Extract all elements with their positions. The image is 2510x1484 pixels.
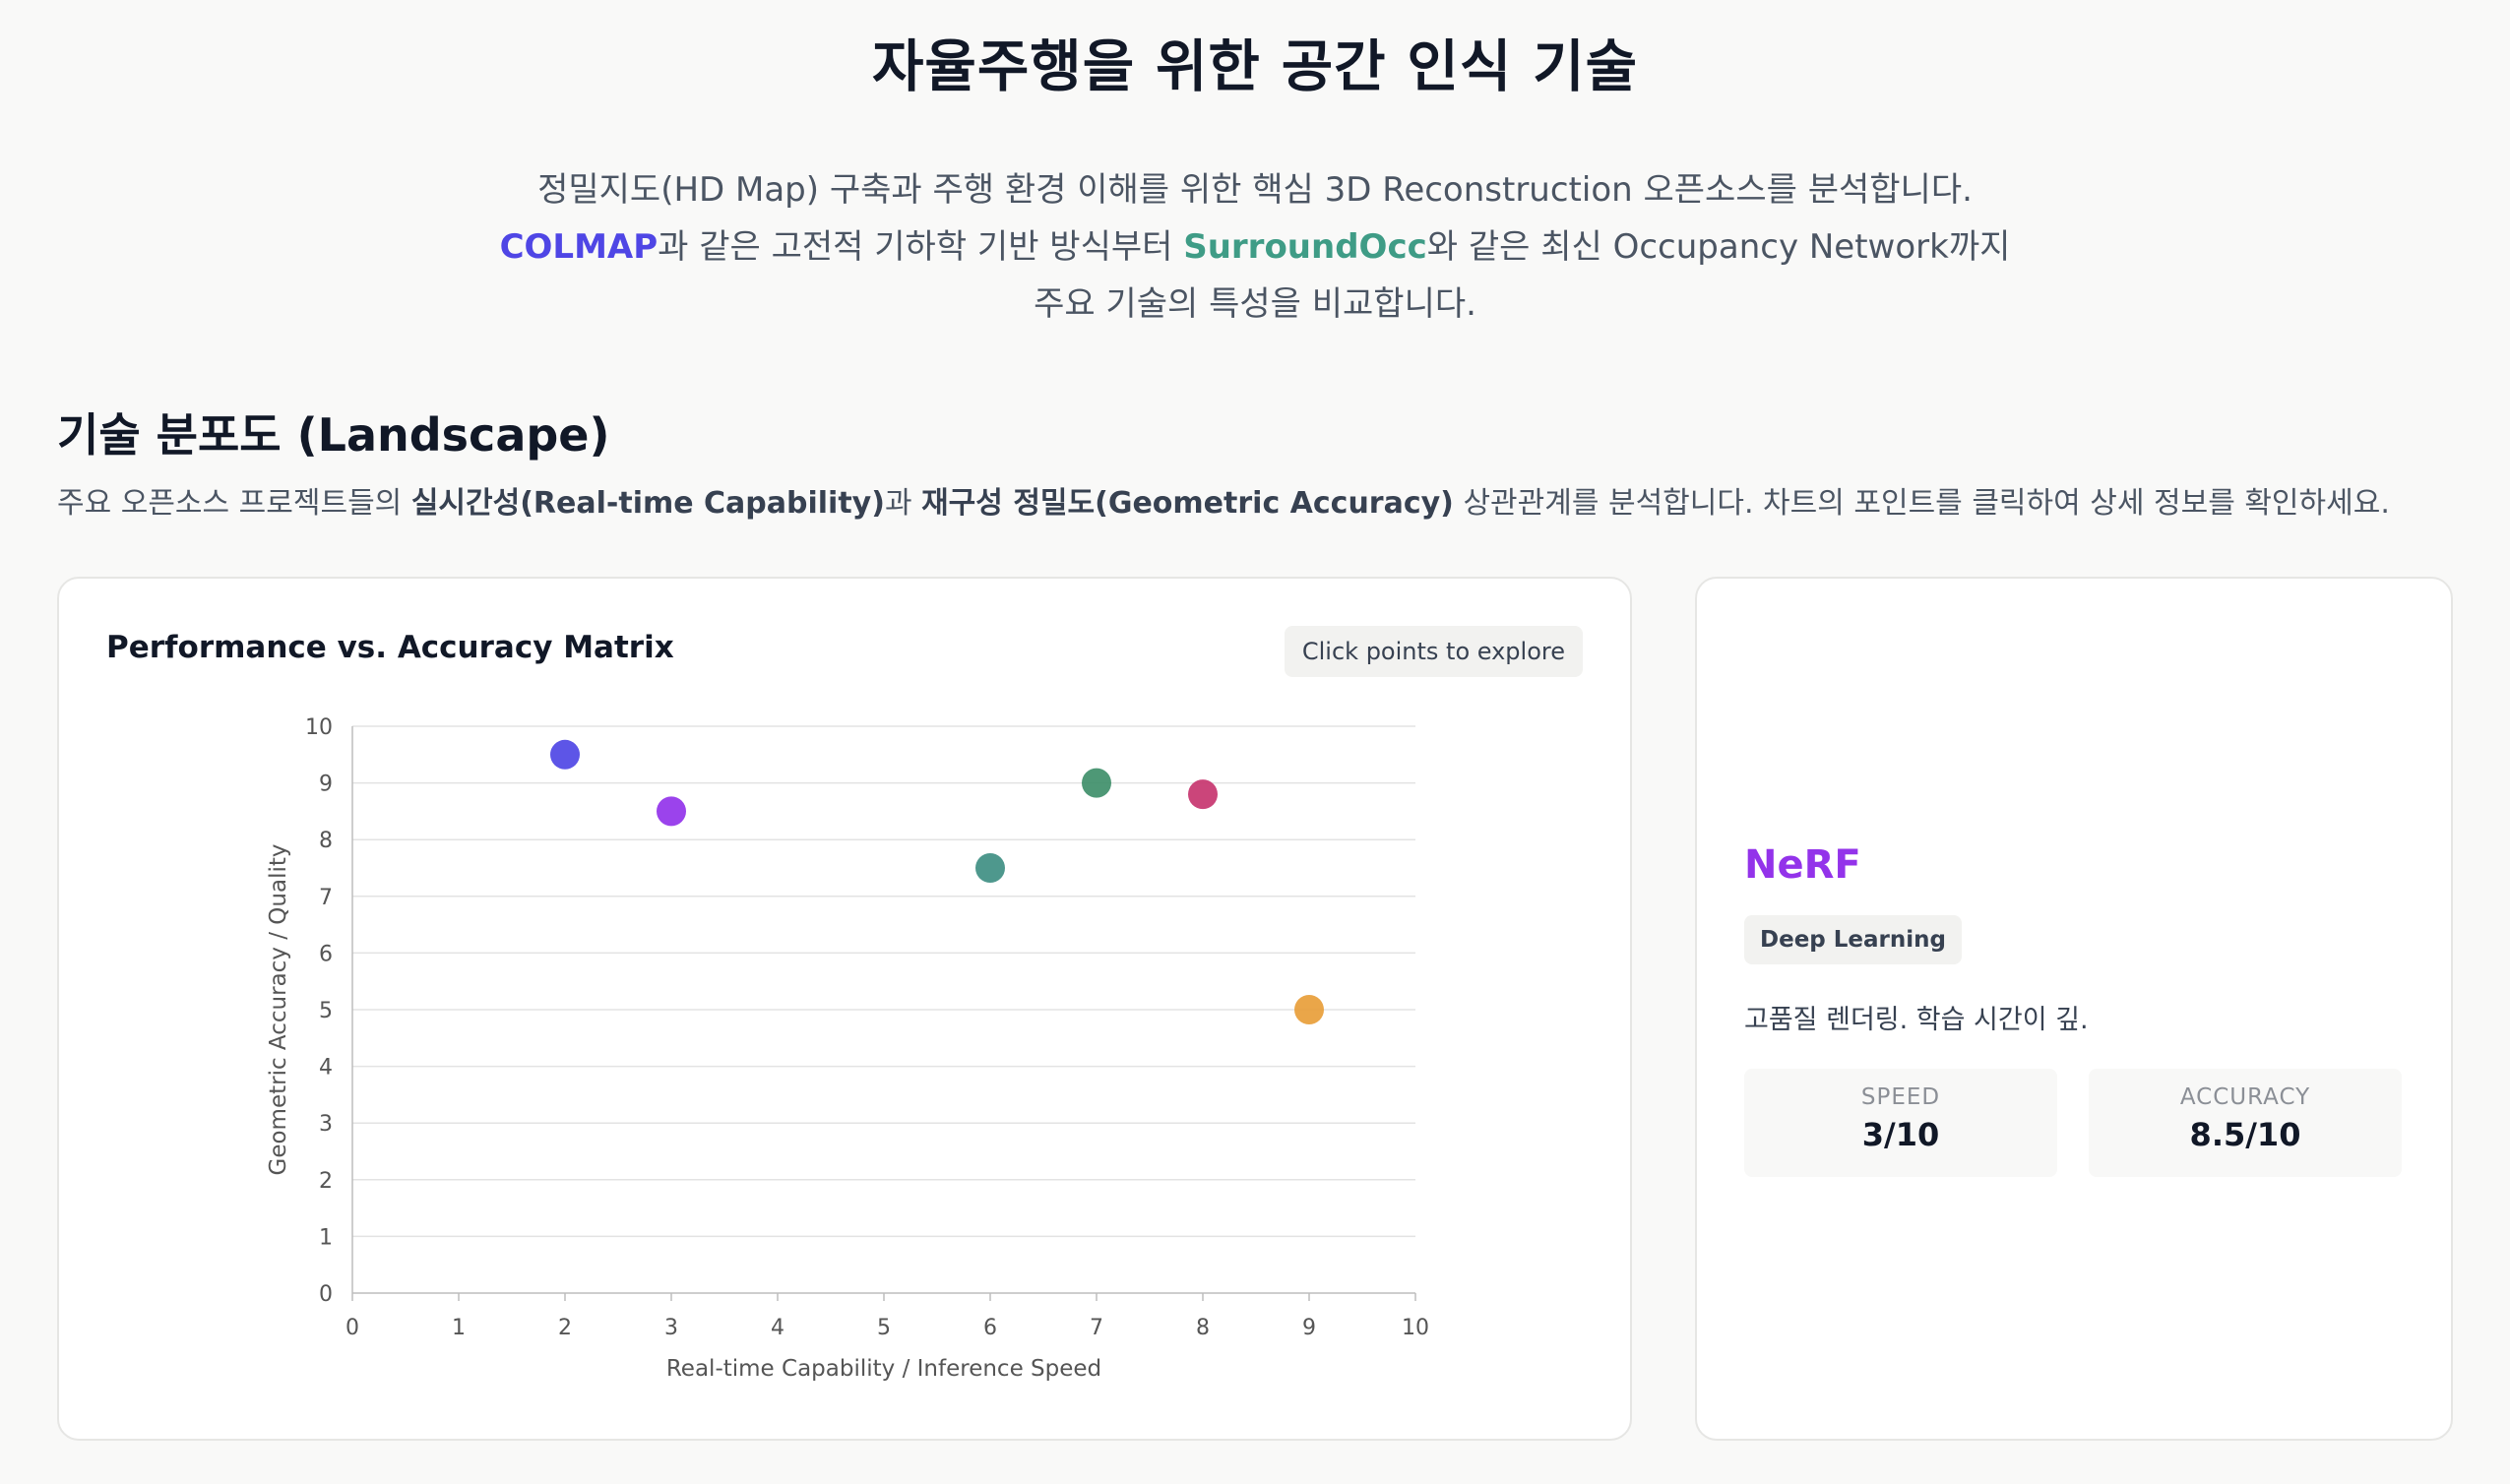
y-tick-label: 2 bbox=[319, 1169, 333, 1194]
explore-hint-badge: Click points to explore bbox=[1284, 626, 1583, 677]
data-point[interactable] bbox=[1188, 779, 1218, 810]
y-tick-label: 0 bbox=[319, 1282, 333, 1307]
hero-header: 자율주행을 위한 공간 인식 기술 정밀지도(HD Map) 구축과 주행 환경… bbox=[0, 28, 2510, 333]
x-tick-label: 10 bbox=[1402, 1316, 1429, 1340]
surroundocc-highlight: SurroundOcc bbox=[1183, 227, 1427, 267]
x-tick-label: 9 bbox=[1302, 1316, 1316, 1340]
accuracy-emphasis: 재구성 정밀도(Geometric Accuracy) bbox=[921, 486, 1454, 521]
tech-category-tag: Deep Learning bbox=[1744, 915, 1962, 964]
y-axis-label: Geometric Accuracy / Quality bbox=[266, 844, 291, 1176]
intro-text: 정밀지도(HD Map) 구축과 주행 환경 이해를 위한 핵심 3D Reco… bbox=[418, 161, 2092, 333]
accuracy-value: 8.5/10 bbox=[2189, 1116, 2301, 1153]
scatter-chart: 0 1 2 3 4 5 6 7 8 9 10 0 1 2 3 4 5 6 7 8 9 10 Real-time Capabi… bbox=[266, 715, 1429, 1382]
y-tick-label: 6 bbox=[319, 942, 333, 966]
tech-name: NeRF bbox=[1744, 842, 1861, 888]
section-desc-part: 과 bbox=[884, 486, 922, 521]
speed-label: SPEED bbox=[1860, 1084, 1941, 1110]
chart-card: Performance vs. Accuracy Matrix Click po… bbox=[57, 577, 1632, 1441]
x-tick-label: 5 bbox=[877, 1316, 891, 1340]
intro-line-2-end: 와 같은 최신 Occupancy Network까지 bbox=[1426, 227, 2011, 267]
data-point[interactable] bbox=[550, 739, 580, 770]
data-point[interactable] bbox=[657, 796, 686, 827]
x-tick-label: 6 bbox=[983, 1316, 997, 1340]
x-tick-label: 8 bbox=[1196, 1316, 1210, 1340]
tech-description: 고품질 렌더링. 학습 시간이 깊. bbox=[1744, 1005, 2089, 1035]
x-tick-label: 3 bbox=[664, 1316, 678, 1340]
y-tick-label: 7 bbox=[319, 886, 333, 910]
x-tick-label: 0 bbox=[345, 1316, 359, 1340]
chart-title: Performance vs. Accuracy Matrix bbox=[106, 630, 674, 665]
accuracy-stat: ACCURACY 8.5/10 bbox=[2089, 1069, 2402, 1177]
intro-line-2-part: 과 같은 고전적 기하학 기반 방식부터 bbox=[658, 227, 1184, 267]
x-axis-label: Real-time Capability / Inference Speed bbox=[666, 1356, 1101, 1382]
x-tick-label: 7 bbox=[1090, 1316, 1103, 1340]
intro-line-3: 주요 기술의 특성을 비교합니다. bbox=[1034, 284, 1476, 324]
speed-stat: SPEED 3/10 bbox=[1744, 1069, 2057, 1177]
x-tick-label: 2 bbox=[558, 1316, 572, 1340]
intro-line-1: 정밀지도(HD Map) 구축과 주행 환경 이해를 위한 핵심 3D Reco… bbox=[537, 170, 1973, 210]
speed-value: 3/10 bbox=[1861, 1116, 1940, 1153]
y-tick-label: 3 bbox=[319, 1112, 333, 1137]
y-tick-label: 1 bbox=[319, 1225, 333, 1250]
y-tick-label: 4 bbox=[319, 1056, 333, 1081]
y-tick-label: 8 bbox=[319, 829, 333, 853]
y-tick-label: 5 bbox=[319, 999, 333, 1023]
section-title: 기술 분포도 (Landscape) bbox=[57, 408, 610, 462]
colmap-highlight: COLMAP bbox=[499, 227, 659, 267]
data-point[interactable] bbox=[975, 853, 1005, 883]
accuracy-label: ACCURACY bbox=[2179, 1084, 2311, 1110]
page-title: 자율주행을 위한 공간 인식 기술 bbox=[871, 34, 1639, 99]
data-point[interactable] bbox=[1082, 768, 1111, 798]
y-tick-label: 9 bbox=[319, 773, 333, 797]
data-point[interactable] bbox=[1294, 995, 1324, 1024]
section-desc-part: 주요 오픈소스 프로젝트들의 bbox=[57, 486, 411, 521]
x-tick-label: 1 bbox=[452, 1316, 466, 1340]
section-description: 주요 오픈소스 프로젝트들의 실시간성(Real-time Capability… bbox=[57, 482, 2390, 526]
section-desc-part: 상관관계를 분석합니다. 차트의 포인트를 클릭하여 상세 정보를 확인하세요. bbox=[1453, 486, 2390, 521]
y-tick-label: 10 bbox=[305, 715, 333, 740]
detail-card: NeRF Deep Learning 고품질 렌더링. 학습 시간이 깊. SP… bbox=[1695, 577, 2453, 1441]
x-tick-label: 4 bbox=[771, 1316, 784, 1340]
realtime-emphasis: 실시간성(Real-time Capability) bbox=[410, 486, 885, 521]
